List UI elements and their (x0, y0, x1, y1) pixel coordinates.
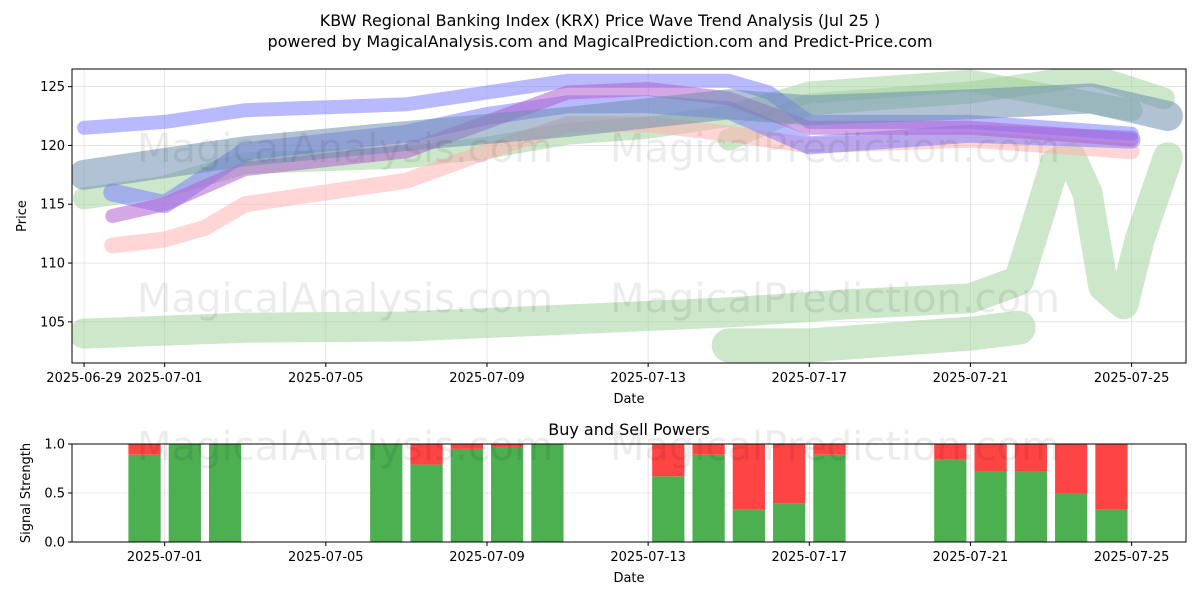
price-x-tick-label: 2025-07-25 (1094, 371, 1170, 386)
signal-bars (128, 444, 1128, 542)
signal-x-tick-label: 2025-07-13 (610, 550, 686, 565)
signal-y-tick-label: 1.0 (44, 438, 65, 453)
price-x-tick-label: 2025-07-21 (933, 371, 1009, 386)
buy-bar (974, 471, 1007, 542)
price-bands (72, 69, 1183, 363)
buy-bar (1014, 471, 1048, 542)
buy-bar (491, 446, 524, 542)
price-y-ticks: 105 110 115 120 125 (40, 80, 72, 330)
sell-bar (813, 444, 846, 455)
buy-bar (1055, 493, 1088, 542)
price-x-tick-label: 2025-07-01 (127, 371, 203, 386)
signal-x-tick-label: 2025-07-01 (127, 550, 203, 565)
sell-bar (692, 444, 725, 455)
sell-bar (1095, 444, 1128, 510)
price-y-tick-label: 105 (40, 315, 65, 330)
sell-bar (773, 444, 806, 504)
signal-y-tick-label: 0.5 (44, 487, 65, 502)
watermark-2: MagicalPrediction.com (610, 126, 1060, 172)
signal-x-ticks: 2025-07-01 2025-07-05 2025-07-09 2025-07-13… (127, 542, 1170, 565)
price-plot-frame (71, 68, 1187, 364)
sell-bar (652, 444, 685, 477)
signal-x-tick-label: 2025-07-17 (772, 550, 848, 565)
price-x-tick-label: 2025-07-09 (449, 371, 525, 386)
buy-bar (652, 476, 685, 542)
price-band-8 (72, 83, 1183, 190)
sell-bar (410, 444, 443, 465)
buy-bar (773, 503, 806, 542)
buy-bar (531, 444, 564, 542)
price-x-tick-label: 2025-06-29 (46, 371, 122, 386)
price-y-tick-label: 110 (40, 257, 65, 272)
buy-bar (934, 459, 967, 542)
price-y-tick-label: 125 (40, 80, 65, 95)
buy-bar (813, 454, 846, 542)
signal-x-tick-label: 2025-07-05 (288, 550, 364, 565)
sell-bar (450, 444, 483, 449)
price-band-7 (105, 82, 1139, 223)
price-x-tick-label: 2025-07-13 (610, 371, 686, 386)
price-x-ticks: 2025-06-29 2025-07-01 2025-07-05 2025-07-09… (46, 363, 1169, 386)
signal-y-label: Signal Strength (19, 443, 34, 543)
price-watermarks: MagicalAnalysis.com MagicalPrediction.co… (137, 126, 1060, 322)
sell-bar (128, 444, 161, 455)
signal-x-tick-label: 2025-07-09 (449, 550, 525, 565)
price-x-tick-label: 2025-07-17 (772, 371, 848, 386)
signal-watermarks: MagicalAnalysis.com MagicalPrediction.co… (137, 424, 1060, 470)
price-x-label: Date (613, 392, 644, 407)
sell-bar (974, 444, 1007, 472)
price-y-tick-label: 120 (40, 139, 65, 154)
sell-bar (1014, 444, 1048, 472)
price-y-label: Price (15, 200, 30, 232)
price-x-tick-label: 2025-07-05 (288, 371, 364, 386)
buy-bar (410, 464, 443, 542)
buy-bar (370, 444, 403, 542)
watermark-4: MagicalPrediction.com (610, 276, 1060, 322)
watermark-5: MagicalAnalysis.com (137, 424, 553, 470)
buy-bar (692, 454, 725, 542)
signal-x-label: Date (613, 571, 644, 586)
signal-y-ticks: 0.0 0.5 1.0 (44, 438, 72, 551)
sell-bar (1055, 444, 1088, 493)
price-band-2 (711, 310, 1036, 363)
sell-bar (732, 444, 765, 510)
watermark-3: MagicalAnalysis.com (137, 276, 553, 322)
signal-x-tick-label: 2025-07-25 (1094, 550, 1170, 565)
signal-x-tick-label: 2025-07-21 (933, 550, 1009, 565)
sell-bar (934, 444, 967, 460)
buy-bar (732, 509, 765, 542)
watermark-6: MagicalPrediction.com (610, 424, 1060, 470)
price-y-tick-label: 115 (40, 198, 65, 213)
buy-bar (168, 444, 201, 542)
buy-bar (1095, 509, 1128, 542)
buy-bar (128, 454, 161, 542)
price-band-group (72, 69, 1183, 363)
buy-bar (208, 444, 242, 542)
chart-title-line1: KBW Regional Banking Index (KRX) Price W… (320, 11, 881, 30)
signal-title: Buy and Sell Powers (548, 420, 710, 439)
price-band-1 (72, 142, 1183, 349)
signal-y-tick-label: 0.0 (44, 536, 65, 551)
chart-title-line2: powered by MagicalAnalysis.com and Magic… (267, 32, 932, 51)
buy-bar (450, 448, 483, 542)
watermark-1: MagicalAnalysis.com (137, 126, 553, 172)
sell-bar (491, 444, 524, 447)
